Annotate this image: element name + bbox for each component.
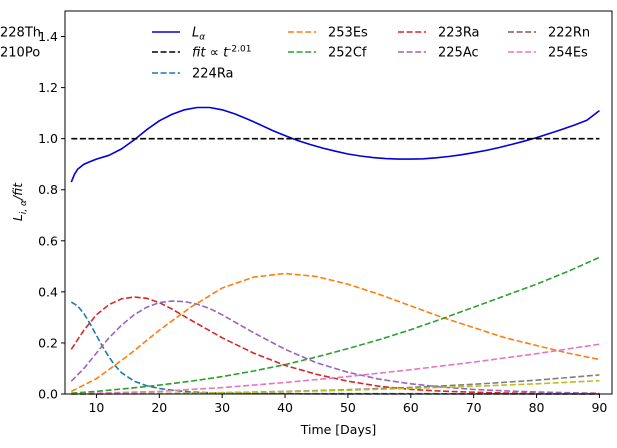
x-tick-label-8: 90 xyxy=(591,400,607,415)
y-tick-label-0: 0.0 xyxy=(38,387,58,402)
x-tick-label-7: 80 xyxy=(529,400,545,415)
x-tick-label-2: 30 xyxy=(214,400,230,415)
y-tick-label-3: 0.6 xyxy=(38,233,58,248)
series-line-6 xyxy=(70,300,600,394)
x-tick-label-3: 40 xyxy=(277,400,293,415)
y-tick-label-1: 0.2 xyxy=(38,335,58,350)
y-axis-label-rest: /fit xyxy=(10,182,25,201)
series-layer xyxy=(70,106,600,395)
legend-label-10: 210Po xyxy=(0,46,40,61)
legend-label-main: fit xyxy=(192,46,206,61)
legend: Lα fit ∝ t-2.01 224Ra 253Es 252Cf 223Ra 225Ac 2… xyxy=(0,26,590,82)
y-tick-label-7: 1.4 xyxy=(38,29,58,44)
legend-label-3: 253Es xyxy=(328,26,368,41)
y-tick-label-5: 1.0 xyxy=(38,131,58,146)
legend-label-5: 223Ra xyxy=(438,26,480,41)
x-tick-label-1: 20 xyxy=(151,400,167,415)
legend-label-4: 252Cf xyxy=(328,46,367,61)
series-line-5 xyxy=(70,296,600,395)
x-tick-label-5: 60 xyxy=(403,400,419,415)
series-line-8 xyxy=(71,343,600,395)
legend-label-6: 225Ac xyxy=(438,46,479,61)
y-tick-label-4: 0.8 xyxy=(38,182,58,197)
series-line-10 xyxy=(71,379,600,395)
series-line-3 xyxy=(70,272,600,393)
legend-label-sub: α xyxy=(199,33,205,43)
legend-label-1: fit ∝ t-2.01 xyxy=(192,45,251,61)
x-tick-label-4: 50 xyxy=(340,400,356,415)
series-line-0 xyxy=(70,106,600,183)
legend-label-0: Lα xyxy=(192,26,205,43)
x-axis-label: Time [Days] xyxy=(300,422,377,437)
series-line-4 xyxy=(71,256,600,394)
legend-label-9: 228Th xyxy=(0,26,41,41)
y-axis-label-subscript: i, α xyxy=(19,200,29,214)
y-tick-label-2: 0.4 xyxy=(38,284,58,299)
y-axis-label: Li, α/fit xyxy=(10,182,29,221)
legend-label-7: 222Rn xyxy=(548,26,590,41)
tick-layer: 10 20 30 40 50 60 70 80 90 0.0 0.2 0.4 0.6 0.8 1.0 1.2 1… xyxy=(38,29,607,415)
x-tick-label-0: 10 xyxy=(88,400,104,415)
legend-label-var: t xyxy=(223,46,229,61)
x-tick-label-6: 70 xyxy=(466,400,482,415)
legend-label-main: L xyxy=(192,26,199,41)
legend-label-sup: -2.01 xyxy=(228,45,251,55)
legend-label-8: 254Es xyxy=(548,46,588,61)
series-line-2 xyxy=(70,301,600,395)
y-tick-label-6: 1.2 xyxy=(38,80,58,95)
legend-label-mid: ∝ xyxy=(206,46,224,61)
legend-label-2: 224Ra xyxy=(192,67,234,82)
plot-frame xyxy=(64,10,613,395)
y-axis-label-L: L xyxy=(10,214,25,221)
